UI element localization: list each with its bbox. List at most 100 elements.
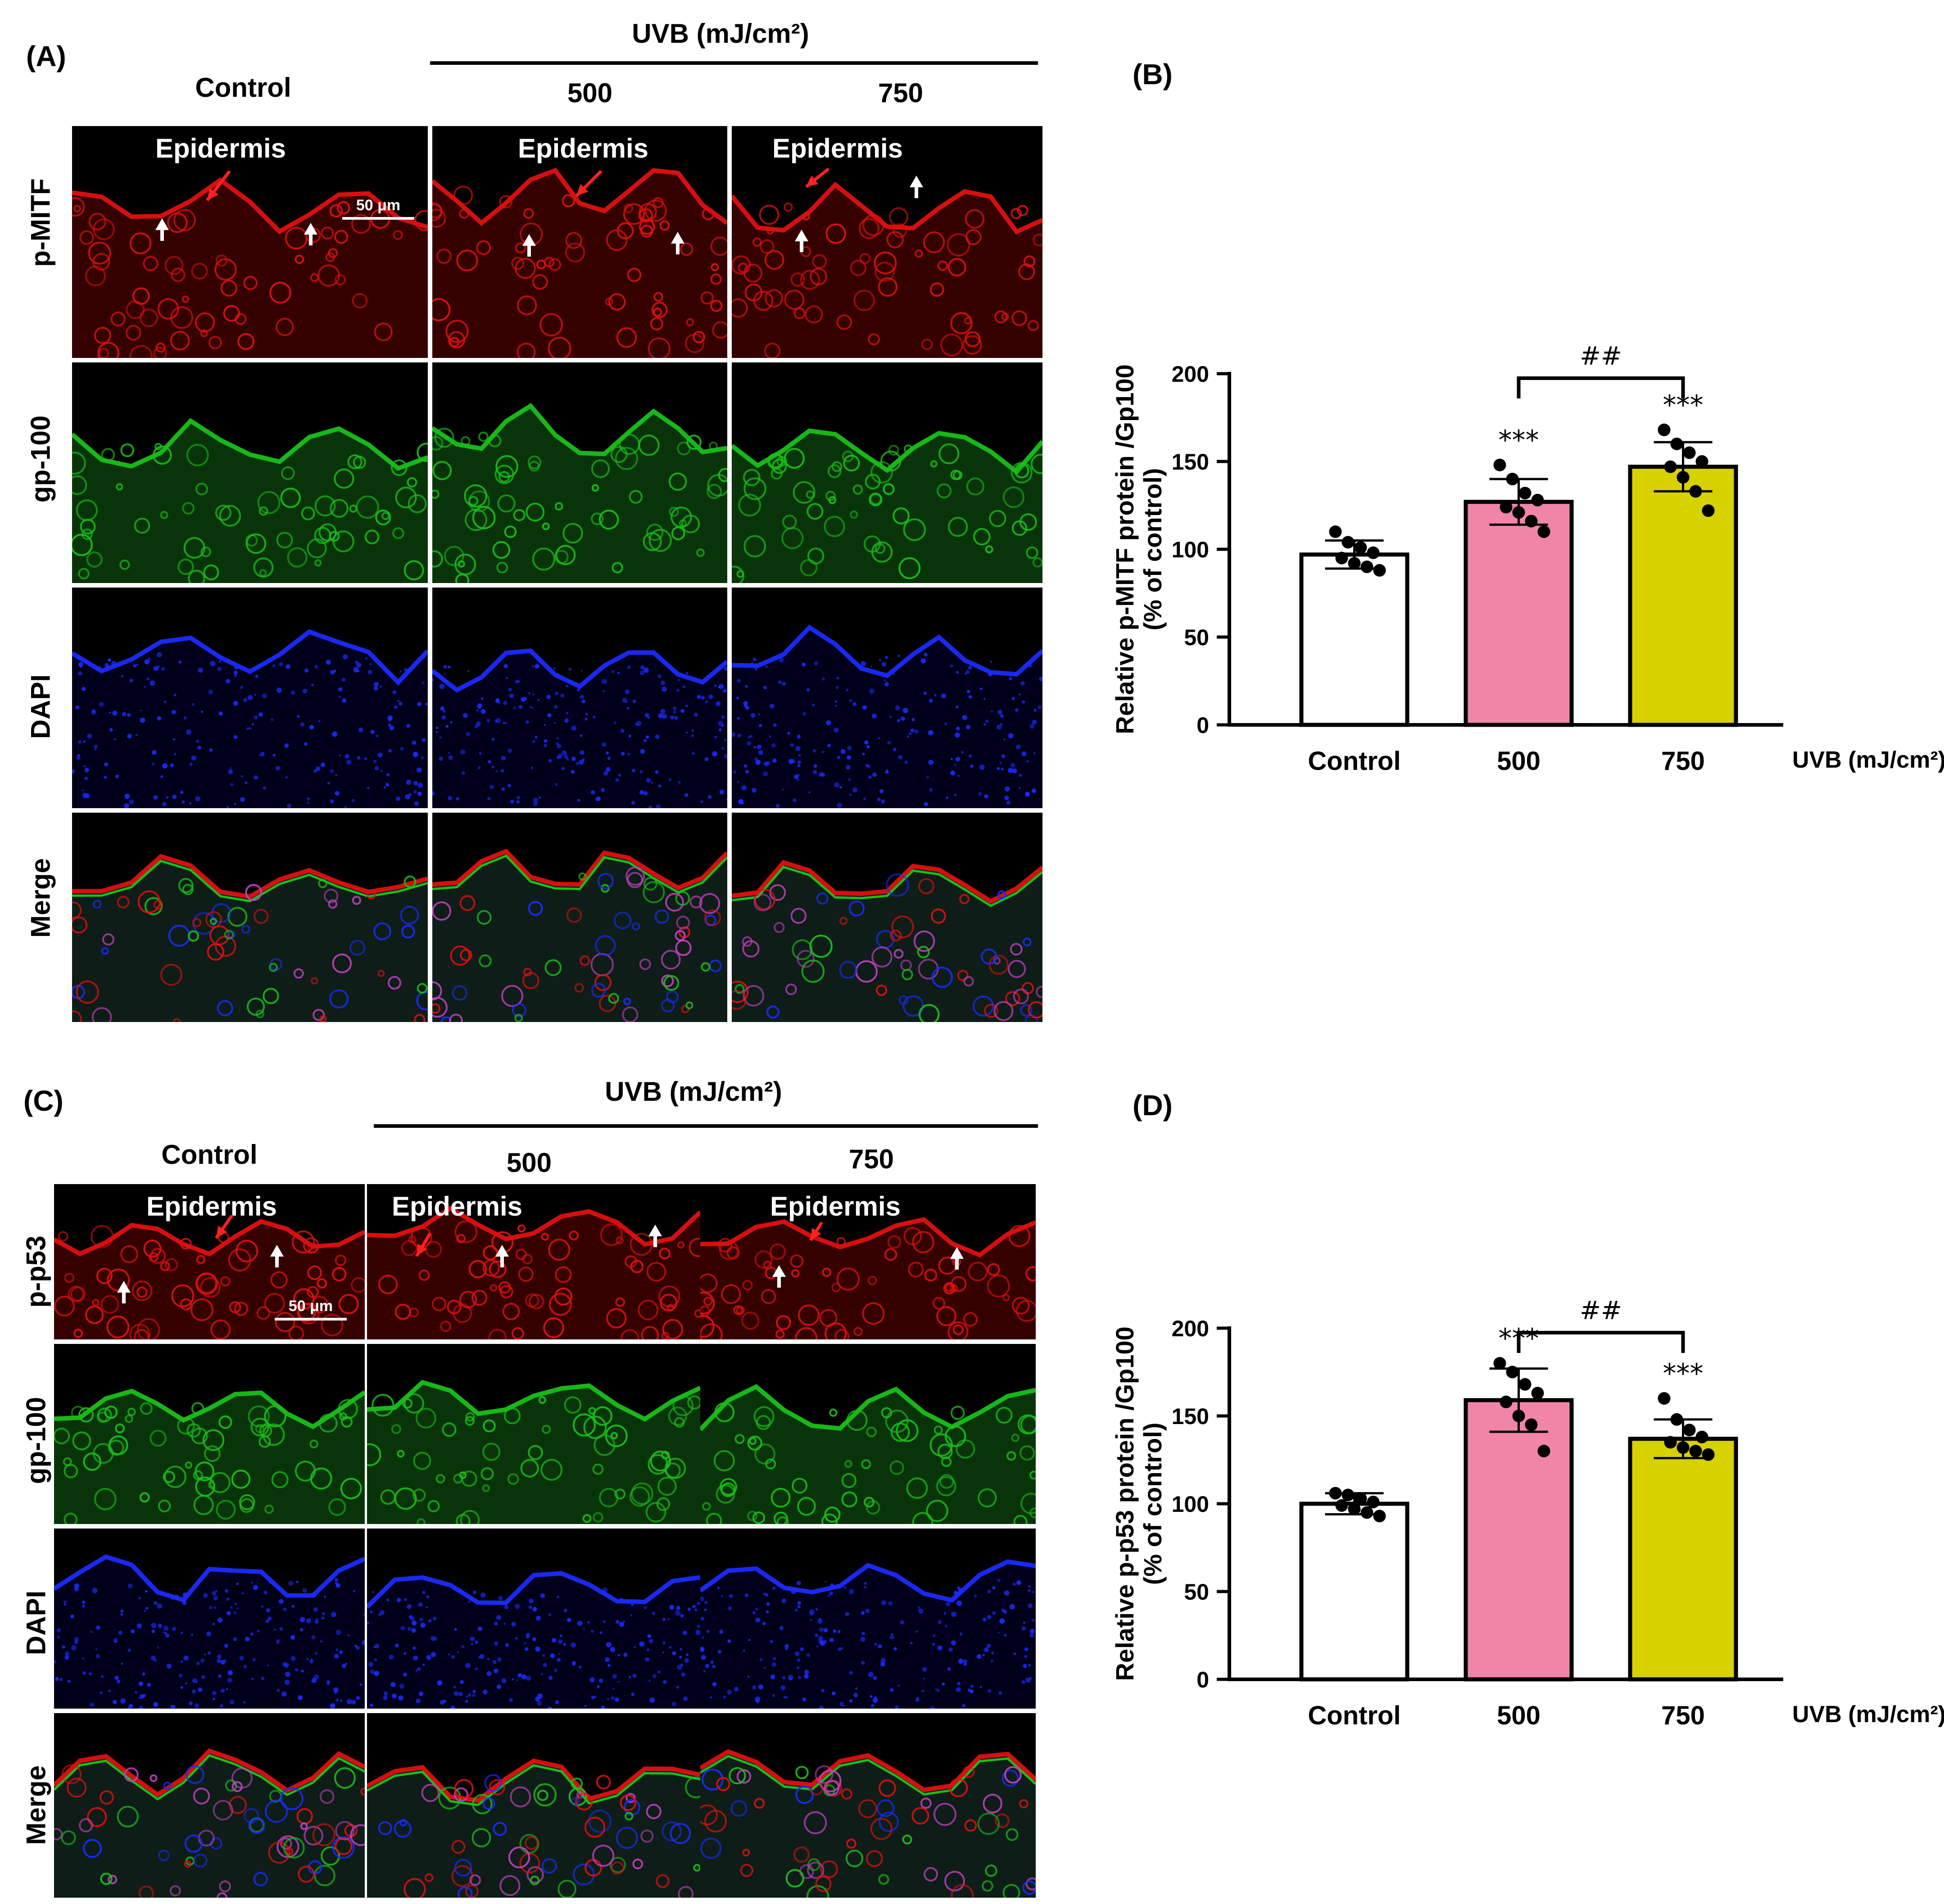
microscopy-image-blue-2 — [700, 1529, 1036, 1709]
data-point — [1537, 1445, 1550, 1457]
data-point — [1695, 455, 1708, 468]
data-point — [1329, 1487, 1342, 1500]
epidermis-label: Epidermis — [770, 1191, 901, 1221]
microscopy-image-red-1: Epidermis — [367, 1184, 700, 1339]
microscopy-image-green-1 — [367, 1344, 700, 1524]
bar-500 — [1464, 500, 1574, 727]
panel-a-label: (A) — [26, 40, 66, 72]
panel-b-label: (B) — [1133, 58, 1173, 90]
white-arrow-icon — [671, 232, 684, 254]
panel-a-uvb-line — [430, 61, 1038, 65]
microscopy-image-merge-2 — [732, 813, 1042, 1022]
data-point — [1518, 487, 1532, 500]
panel-a-row-dapi: DAPI — [25, 674, 56, 739]
microscopy-image-red-2: Epidermis — [700, 1184, 1036, 1339]
panel-c-row-dapi: DAPI — [21, 1590, 51, 1655]
x-tick-label-750: 750 — [1661, 746, 1705, 776]
data-point — [1335, 1499, 1348, 1512]
bar-750 — [1628, 465, 1738, 727]
microscopy-image-merge-2 — [700, 1713, 1036, 1898]
panel-a-uvb-header: UVB (mJ/cm²) — [632, 18, 809, 49]
panel-c-uvb-header: UVB (mJ/cm²) — [605, 1076, 782, 1107]
y-tick-label: 100 — [1172, 1492, 1209, 1517]
panel-c-row-pp53: p-p53 — [21, 1235, 51, 1308]
data-point — [1512, 1410, 1525, 1422]
data-point — [1373, 564, 1386, 577]
panel-c-col-750: 750 — [848, 1144, 894, 1174]
microscopy-image-merge-0 — [54, 1713, 365, 1898]
data-point — [1500, 1395, 1513, 1408]
data-point — [1341, 536, 1355, 549]
white-arrow-icon — [495, 1245, 509, 1267]
microscopy-image-green-2 — [732, 362, 1042, 583]
bar-Control — [1299, 552, 1409, 727]
data-point — [1367, 546, 1380, 559]
bar-Control — [1299, 1501, 1409, 1682]
white-arrow-icon — [648, 1225, 662, 1247]
y-tick-label: 100 — [1172, 537, 1209, 562]
data-point — [1670, 438, 1683, 450]
epidermis-label: Epidermis — [146, 1191, 277, 1221]
data-point — [1677, 1441, 1690, 1454]
data-point — [1360, 1506, 1373, 1519]
data-point — [1506, 473, 1519, 485]
data-point — [1373, 1510, 1386, 1523]
y-tick-label: 0 — [1196, 713, 1209, 738]
data-point — [1329, 525, 1342, 538]
epidermis-label: Epidermis — [772, 133, 903, 163]
data-point — [1348, 557, 1361, 570]
data-point — [1670, 1413, 1683, 1426]
significance-stars: *** — [1663, 1358, 1704, 1389]
data-point — [1360, 561, 1373, 573]
comparison-label: ## — [1580, 1296, 1622, 1325]
comparison-bracket — [1517, 1331, 1685, 1353]
data-point — [1493, 1357, 1506, 1370]
microscopy-image-blue-2 — [732, 588, 1042, 808]
data-point — [1341, 1488, 1355, 1501]
data-point — [1518, 1378, 1532, 1391]
x-tick-label-750: 750 — [1661, 1701, 1705, 1730]
data-point — [1531, 1387, 1544, 1400]
microscopy-image-red-0: Epidermis 50 μm — [54, 1184, 365, 1339]
white-arrow-icon — [772, 1265, 786, 1288]
data-point — [1525, 515, 1538, 528]
bar-500 — [1464, 1398, 1574, 1682]
data-point — [1506, 1366, 1519, 1379]
y-tick-label: 150 — [1172, 449, 1209, 475]
white-arrow-icon — [270, 1245, 284, 1267]
x-tick-label-Control: Control — [1308, 746, 1400, 776]
epidermis-label: Epidermis — [518, 133, 648, 163]
y-axis-label: Relative p-p53 protein /Gp100(% of contr… — [1110, 1326, 1167, 1681]
panel-c-col-control: Control — [161, 1140, 258, 1170]
microscopy-image-merge-1 — [432, 813, 727, 1022]
panel-a-row-merge: Merge — [25, 858, 56, 938]
significance-stars: *** — [1499, 425, 1539, 456]
data-point — [1658, 1392, 1671, 1405]
panel-c-label: (C) — [23, 1085, 63, 1117]
microscopy-image-green-0 — [54, 1344, 365, 1524]
data-point — [1664, 1436, 1677, 1449]
y-tick-label: 200 — [1172, 1316, 1209, 1341]
white-arrow-icon — [304, 223, 317, 245]
data-point — [1689, 485, 1702, 498]
data-point — [1683, 446, 1696, 459]
white-arrow-icon — [155, 218, 169, 241]
x-tick-label-500: 500 — [1497, 1701, 1541, 1730]
white-arrow-icon — [950, 1247, 964, 1270]
data-point — [1525, 1418, 1538, 1431]
data-point — [1702, 1448, 1715, 1461]
microscopy-image-blue-0 — [72, 588, 428, 808]
microscopy-image-blue-1 — [432, 588, 727, 808]
bar-750 — [1628, 1437, 1738, 1682]
data-point — [1354, 541, 1367, 554]
microscopy-image-green-1 — [432, 362, 727, 583]
white-arrow-icon — [117, 1281, 131, 1303]
y-tick-label: 150 — [1172, 1404, 1209, 1429]
white-arrow-icon — [522, 234, 536, 257]
epidermis-label: Epidermis — [392, 1191, 522, 1221]
microscopy-image-green-0 — [72, 362, 428, 583]
data-point — [1354, 1492, 1367, 1505]
panel-a-col-750: 750 — [878, 78, 924, 108]
data-point — [1677, 471, 1690, 484]
panel-c-uvb-line — [374, 1124, 1038, 1128]
